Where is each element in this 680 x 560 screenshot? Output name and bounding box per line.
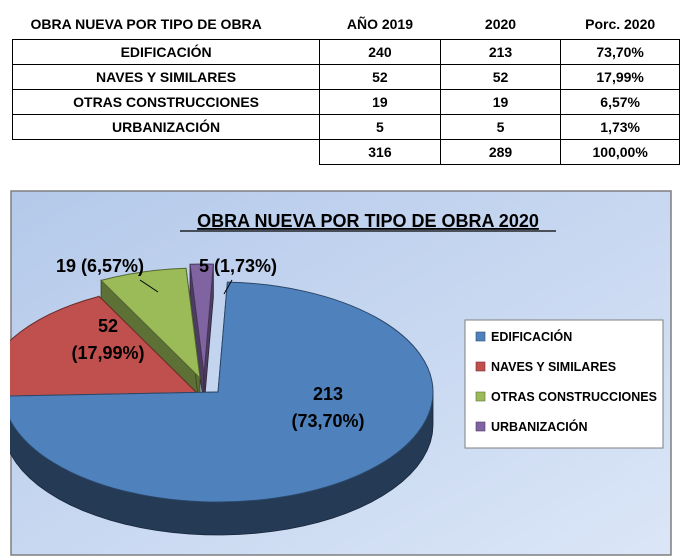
- table-cell: EDIFICACIÓN: [11, 39, 321, 65]
- table-row: URBANIZACIÓN 5 5 1,73%: [11, 114, 680, 140]
- table-cell: 6,57%: [560, 89, 680, 115]
- legend-entry: URBANIZACIÓN: [491, 419, 588, 434]
- legend-entry: NAVES Y SIMILARES: [491, 360, 616, 374]
- table-cell: 240: [319, 39, 441, 65]
- table-total-row: 316 289 100,00%: [13, 139, 680, 165]
- table-cell: 1,73%: [560, 114, 680, 140]
- legend-swatch: [475, 421, 486, 432]
- table-cell: URBANIZACIÓN: [11, 114, 321, 140]
- leader-line: [139, 279, 159, 293]
- pie-slice-top: [10, 295, 200, 399]
- table-cell: 73,70%: [560, 39, 680, 65]
- table-cell: 19: [439, 89, 562, 115]
- pie-slice-top: [10, 281, 434, 503]
- legend-entry: EDIFICACIÓN: [491, 329, 572, 344]
- table-cell: 213: [439, 39, 562, 65]
- data-label: 213 (73,70%): [291, 384, 364, 431]
- table-cell: 52: [319, 64, 441, 90]
- table-cell: 52: [439, 64, 562, 90]
- table-cell: 19: [319, 89, 441, 115]
- pie-slice-top: [100, 267, 201, 380]
- table-total-2020: 289: [439, 139, 562, 165]
- legend-entry: OTRAS CONSTRUCCIONES: [491, 390, 657, 404]
- legend-swatch: [475, 331, 486, 342]
- chart-title: OBRA NUEVA POR TIPO DE OBRA 2020: [197, 211, 539, 231]
- table-header-tipo: OBRA NUEVA POR TIPO DE OBRA: [30, 16, 262, 32]
- table-cell-empty: [13, 140, 320, 165]
- legend-swatch: [475, 391, 486, 402]
- data-label: 5 (1,73%): [199, 256, 277, 276]
- pie-slice-top: [189, 263, 214, 375]
- legend-swatch: [475, 361, 486, 372]
- pie-slices: [10, 263, 434, 536]
- table-header-2019: AÑO 2019: [346, 16, 414, 32]
- table-cell: 5: [319, 114, 441, 140]
- table-cell: OTRAS CONSTRUCCIONES: [11, 89, 321, 115]
- data-label: 19 (6,57%): [56, 256, 144, 276]
- table-cell: 5: [439, 114, 562, 140]
- table-row: NAVES Y SIMILARES 52 52 17,99%: [11, 64, 680, 90]
- table-row: OTRAS CONSTRUCCIONES 19 19 6,57%: [11, 89, 680, 115]
- data-table: OBRA NUEVA POR TIPO DE OBRA AÑO 2019 202…: [11, 9, 680, 165]
- pie-slice: [189, 263, 214, 408]
- table-cell: NAVES Y SIMILARES: [11, 64, 321, 90]
- data-label: 52 (17,99%): [71, 316, 144, 363]
- table-total-porc: 100,00%: [560, 139, 680, 165]
- table-header-row: OBRA NUEVA POR TIPO DE OBRA AÑO 2019 202…: [13, 9, 680, 40]
- leader-line: [223, 279, 233, 295]
- table-header-2020: 2020: [484, 16, 517, 32]
- pie-chart: OBRA NUEVA POR TIPO DE OBRA 2020 213 (73,…: [10, 190, 672, 556]
- data-labels: 213 (73,70%) 52 (17,99%) 19 (6,57%) 5 (1,73%): [56, 256, 365, 431]
- table-row: EDIFICACIÓN 240 213 73,70%: [11, 39, 680, 65]
- legend-box: [464, 319, 664, 449]
- table-total-2019: 316: [319, 139, 441, 165]
- legend: EDIFICACIÓN NAVES Y SIMILARES OTRAS CONSTR…: [464, 319, 664, 449]
- pie-slice: [10, 281, 434, 536]
- table-cell: 17,99%: [560, 64, 680, 90]
- table-header-porc: Porc. 2020: [585, 16, 656, 32]
